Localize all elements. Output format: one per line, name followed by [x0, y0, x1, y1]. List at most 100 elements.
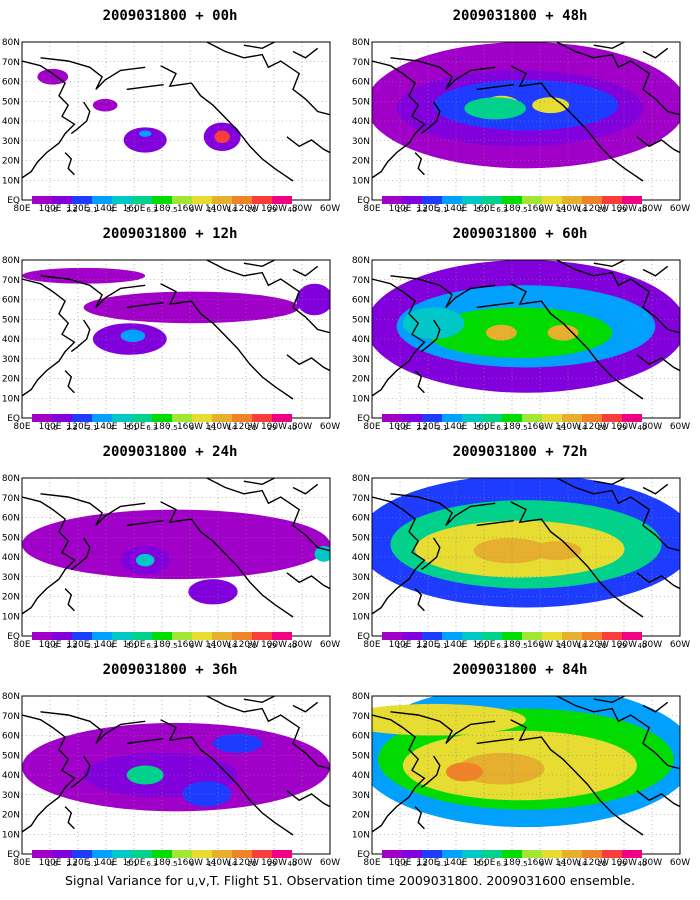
- lon-label: 80E: [363, 422, 380, 432]
- lon-label: 80W: [292, 204, 312, 214]
- lat-label: 30N: [352, 791, 370, 801]
- lat-label: 10N: [2, 176, 20, 186]
- colorbar-swatch: [112, 414, 132, 422]
- colorbar-label: 5.1: [126, 424, 137, 432]
- colorbar-swatch: [72, 414, 92, 422]
- coastline: [70, 319, 91, 353]
- colorbar-swatch: [502, 850, 522, 858]
- variance-contour-fill: [372, 703, 526, 736]
- colorbar-swatch: [602, 196, 622, 204]
- colorbar-label: 1.6: [46, 860, 58, 868]
- colorbar-label: 4: [460, 642, 465, 650]
- lat-label: 30N: [352, 355, 370, 365]
- coastline: [292, 265, 319, 277]
- lon-label: 100E: [39, 858, 62, 868]
- lat-label: 40N: [352, 117, 370, 127]
- coastline: [286, 572, 330, 590]
- panel-title: 2009031800 + 36h: [102, 662, 238, 678]
- variance-contour-fill: [123, 127, 167, 153]
- colorbar-label: 5.1: [476, 642, 487, 650]
- colorbar-label: 14: [578, 424, 587, 432]
- colorbar-label: 5.1: [476, 206, 487, 214]
- colorbar-label: 11: [208, 424, 217, 432]
- map-panel: 2009031800 + 12h EQ 10N 20N 30N 40N 50N 60N 70N 8…: [0, 218, 340, 433]
- lon-label: 100W: [611, 640, 637, 650]
- map-panel: 2009031800 + 24h EQ 10N 20N 30N 40N 50N 60N 70N 8…: [0, 436, 340, 651]
- lon-label: 120W: [233, 204, 259, 214]
- lat-label: 80N: [2, 474, 20, 484]
- variance-contour-fill: [188, 579, 238, 605]
- lon-label: 100W: [611, 858, 637, 868]
- variance-contour-fill: [427, 307, 613, 358]
- colorbar-label: 11: [208, 206, 217, 214]
- lon-label: 160W: [177, 858, 203, 868]
- coastline: [556, 696, 680, 770]
- lat-label: 40N: [352, 335, 370, 345]
- lon-label: 80W: [642, 640, 662, 650]
- variance-contour-fill: [445, 762, 483, 782]
- colorbar-label: 40: [638, 206, 647, 214]
- lat-label: 50N: [2, 751, 20, 761]
- lon-label: 120W: [583, 204, 609, 214]
- panel-title: 2009031800 + 84h: [452, 662, 588, 678]
- coastline: [390, 711, 496, 744]
- colorbar-swatch: [522, 414, 542, 422]
- coastline: [64, 370, 75, 394]
- colorbar-label: 3.1: [86, 860, 97, 868]
- colorbar-swatch: [482, 850, 502, 858]
- coastline: [22, 714, 76, 833]
- colorbar-swatch: [72, 632, 92, 640]
- coastline: [510, 501, 644, 618]
- colorbar-swatch: [252, 850, 272, 858]
- colorbar-swatch: [562, 632, 582, 640]
- variance-contour-fill: [252, 525, 315, 557]
- lat-label: 70N: [2, 58, 20, 68]
- lon-label: 140W: [555, 204, 581, 214]
- lon-label: 160W: [177, 204, 203, 214]
- variance-contour-fill: [22, 509, 330, 580]
- coastline: [593, 478, 625, 486]
- coastline: [593, 260, 625, 268]
- colorbar-label: 3.1: [436, 642, 447, 650]
- colorbar-swatch: [582, 414, 602, 422]
- colorbar-label: 7.5: [516, 424, 527, 432]
- colorbar-swatch: [172, 414, 192, 422]
- colorbar-swatch: [382, 632, 402, 640]
- colorbar-label: 5.1: [126, 860, 137, 868]
- colorbar-label: 7.5: [516, 642, 527, 650]
- coastline: [593, 696, 625, 704]
- lat-label: 70N: [2, 276, 20, 286]
- colorbar-label: 2.2: [416, 424, 427, 432]
- coastline: [556, 260, 680, 334]
- colorbar-label: 4: [110, 206, 115, 214]
- coastline: [414, 152, 425, 176]
- variance-contour-fill: [532, 97, 570, 114]
- colorbar-label: 21: [248, 860, 257, 868]
- lon-label: 120W: [583, 640, 609, 650]
- colorbar-swatch: [112, 196, 132, 204]
- lon-label: 160E: [473, 640, 496, 650]
- variance-contour-fill: [83, 291, 300, 324]
- lat-label: 30N: [2, 791, 20, 801]
- colorbar-label: 4: [110, 424, 115, 432]
- lon-label: 100W: [261, 640, 287, 650]
- coastline: [292, 483, 319, 495]
- colorbar-label: 7.5: [166, 860, 177, 868]
- coastline: [40, 493, 146, 526]
- colorbar-label: 29: [618, 206, 627, 214]
- colorbar-swatch: [562, 414, 582, 422]
- lat-label: 20N: [2, 593, 20, 603]
- colorbar-label: 7.5: [166, 642, 177, 650]
- lon-label: 80W: [292, 858, 312, 868]
- lon-label: 60W: [320, 204, 340, 214]
- lat-label: 70N: [352, 58, 370, 68]
- colorbar-label: 9: [540, 424, 544, 432]
- colorbar-swatch: [52, 196, 72, 204]
- lon-label: 80E: [13, 204, 30, 214]
- coastline: [206, 260, 330, 334]
- lon-label: 160E: [123, 422, 146, 432]
- lon-label: 120E: [417, 422, 440, 432]
- variance-contour-fill: [182, 781, 232, 807]
- colorbar-label: 7.5: [166, 206, 177, 214]
- colorbar-label: 29: [268, 860, 277, 868]
